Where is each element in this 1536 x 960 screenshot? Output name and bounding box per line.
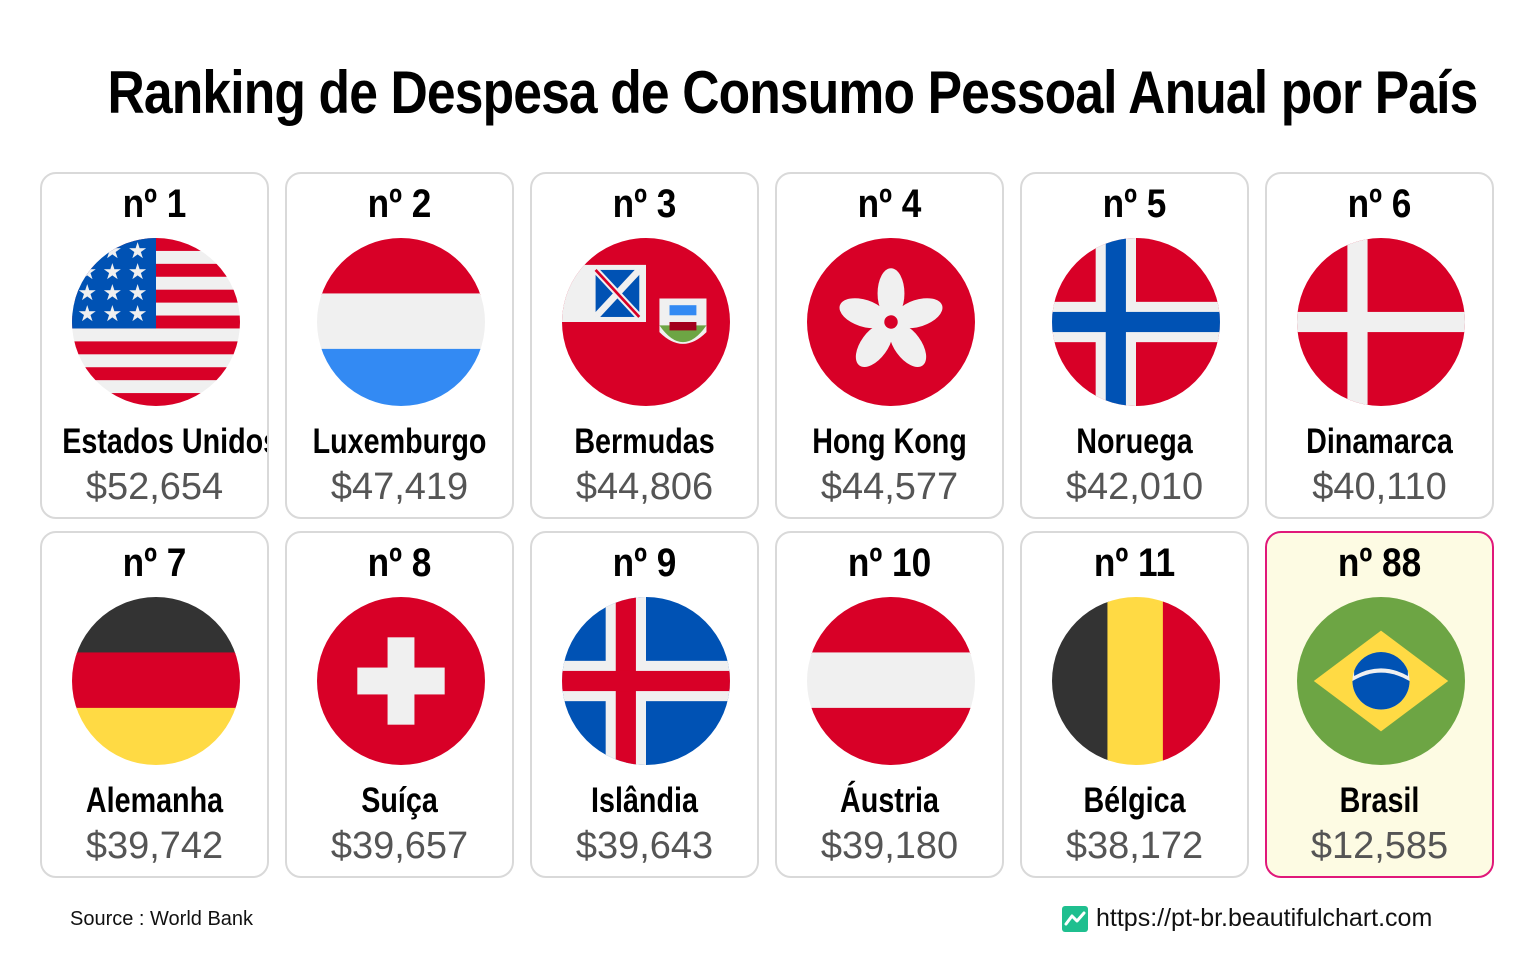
rank-label: nº 4: [857, 182, 922, 226]
country-card: nº 3 Bermudas $44,806: [530, 172, 759, 519]
svg-text:★: ★: [128, 259, 148, 284]
country-card: nº 9 Islândia $39,643: [530, 531, 759, 878]
country-card: nº 8 Suíça $39,657: [285, 531, 514, 878]
country-name: Alemanha: [85, 781, 224, 820]
spending-value: $40,110: [1312, 466, 1447, 508]
svg-text:★: ★: [128, 280, 148, 305]
rank-label: nº 11: [1093, 541, 1176, 585]
spending-value: $42,010: [1065, 466, 1204, 508]
country-card: nº 5 Noruega $42,010: [1020, 172, 1249, 519]
norway-flag-icon: [1052, 238, 1220, 406]
switzerland-flag-icon: [317, 597, 485, 765]
spending-value: $47,419: [330, 466, 469, 508]
svg-text:★: ★: [77, 280, 97, 305]
brazil-flag-icon: [1297, 597, 1465, 765]
chart-title: Ranking de Despesa de Consumo Pessoal An…: [107, 59, 1479, 126]
country-name: Áustria: [840, 781, 939, 820]
country-name: Bermudas: [574, 422, 715, 461]
rank-label: nº 8: [367, 541, 432, 585]
country-name: Dinamarca: [1306, 422, 1453, 461]
rank-label: nº 1: [122, 182, 187, 226]
iceland-flag-icon: [562, 597, 730, 765]
website-url[interactable]: https://pt-br.beautifulchart.com: [1096, 904, 1433, 932]
website-link[interactable]: https://pt-br.beautifulchart.com: [1062, 904, 1432, 933]
country-card: nº 88 Brasil $12,585: [1265, 531, 1494, 878]
spending-value: $44,577: [820, 466, 959, 508]
country-name: Luxemburgo: [312, 422, 487, 461]
spending-value: $12,585: [1310, 825, 1449, 867]
svg-text:★: ★: [103, 301, 123, 326]
usa-flag-icon: ★ ★ ★★ ★ ★★ ★ ★★ ★ ★: [72, 238, 240, 406]
svg-text:★: ★: [103, 259, 123, 284]
svg-text:★: ★: [77, 301, 97, 326]
svg-text:★: ★: [128, 301, 148, 326]
country-card: nº 1 ★ ★ ★ ★ ★ ★ ★ ★ ★ ★ ★ ★ Estados Unidos $52,654: [40, 172, 269, 519]
spending-value: $39,657: [330, 825, 469, 867]
rank-label: nº 2: [367, 182, 432, 226]
country-name: Estados Unidos: [62, 422, 269, 461]
country-card: nº 6 Dinamarca $40,110: [1265, 172, 1494, 519]
spending-value: $52,654: [85, 466, 224, 508]
germany-flag-icon: [72, 597, 240, 765]
country-card: nº 7 Alemanha $39,742: [40, 531, 269, 878]
luxembourg-flag-icon: [317, 238, 485, 406]
country-card: nº 2 Luxemburgo $47,419: [285, 172, 514, 519]
rank-label: nº 7: [122, 541, 187, 585]
rank-label: nº 88: [1337, 541, 1422, 585]
source-note: Source : World Bank: [70, 908, 254, 930]
denmark-flag-icon: [1297, 238, 1465, 406]
spending-value: $39,643: [575, 825, 714, 867]
spending-value: $38,172: [1065, 825, 1204, 867]
country-name: Hong Kong: [812, 422, 967, 461]
country-card: nº 10 Áustria $39,180: [775, 531, 1004, 878]
ranking-grid: nº 1 ★ ★ ★ ★ ★ ★ ★ ★ ★ ★ ★ ★ Estados Unidos $52,654 nº …: [40, 172, 1494, 878]
rank-label: nº 5: [1102, 182, 1167, 226]
hong-kong-flag-icon: [807, 238, 975, 406]
country-name: Bélgica: [1083, 781, 1186, 820]
rank-label: nº 3: [612, 182, 677, 226]
bermuda-flag-icon: [562, 238, 730, 406]
rank-label: nº 6: [1347, 182, 1412, 226]
rank-label: nº 10: [847, 541, 932, 585]
country-name: Brasil: [1339, 781, 1420, 820]
svg-text:★: ★: [128, 238, 148, 263]
country-card: nº 11 Bélgica $38,172: [1020, 531, 1249, 878]
svg-text:★: ★: [77, 238, 97, 263]
spending-value: $39,742: [85, 825, 224, 867]
belgium-flag-icon: [1052, 597, 1220, 765]
country-name: Suíça: [361, 781, 438, 820]
country-name: Islândia: [591, 781, 698, 820]
rank-label: nº 9: [612, 541, 677, 585]
chart-logo-icon: [1062, 905, 1088, 932]
svg-text:★: ★: [103, 280, 123, 305]
spending-value: $39,180: [820, 825, 959, 867]
spending-value: $44,806: [575, 466, 714, 508]
country-card: nº 4 Hong Kong $44,577: [775, 172, 1004, 519]
country-name: Noruega: [1076, 422, 1193, 461]
austria-flag-icon: [807, 597, 975, 765]
